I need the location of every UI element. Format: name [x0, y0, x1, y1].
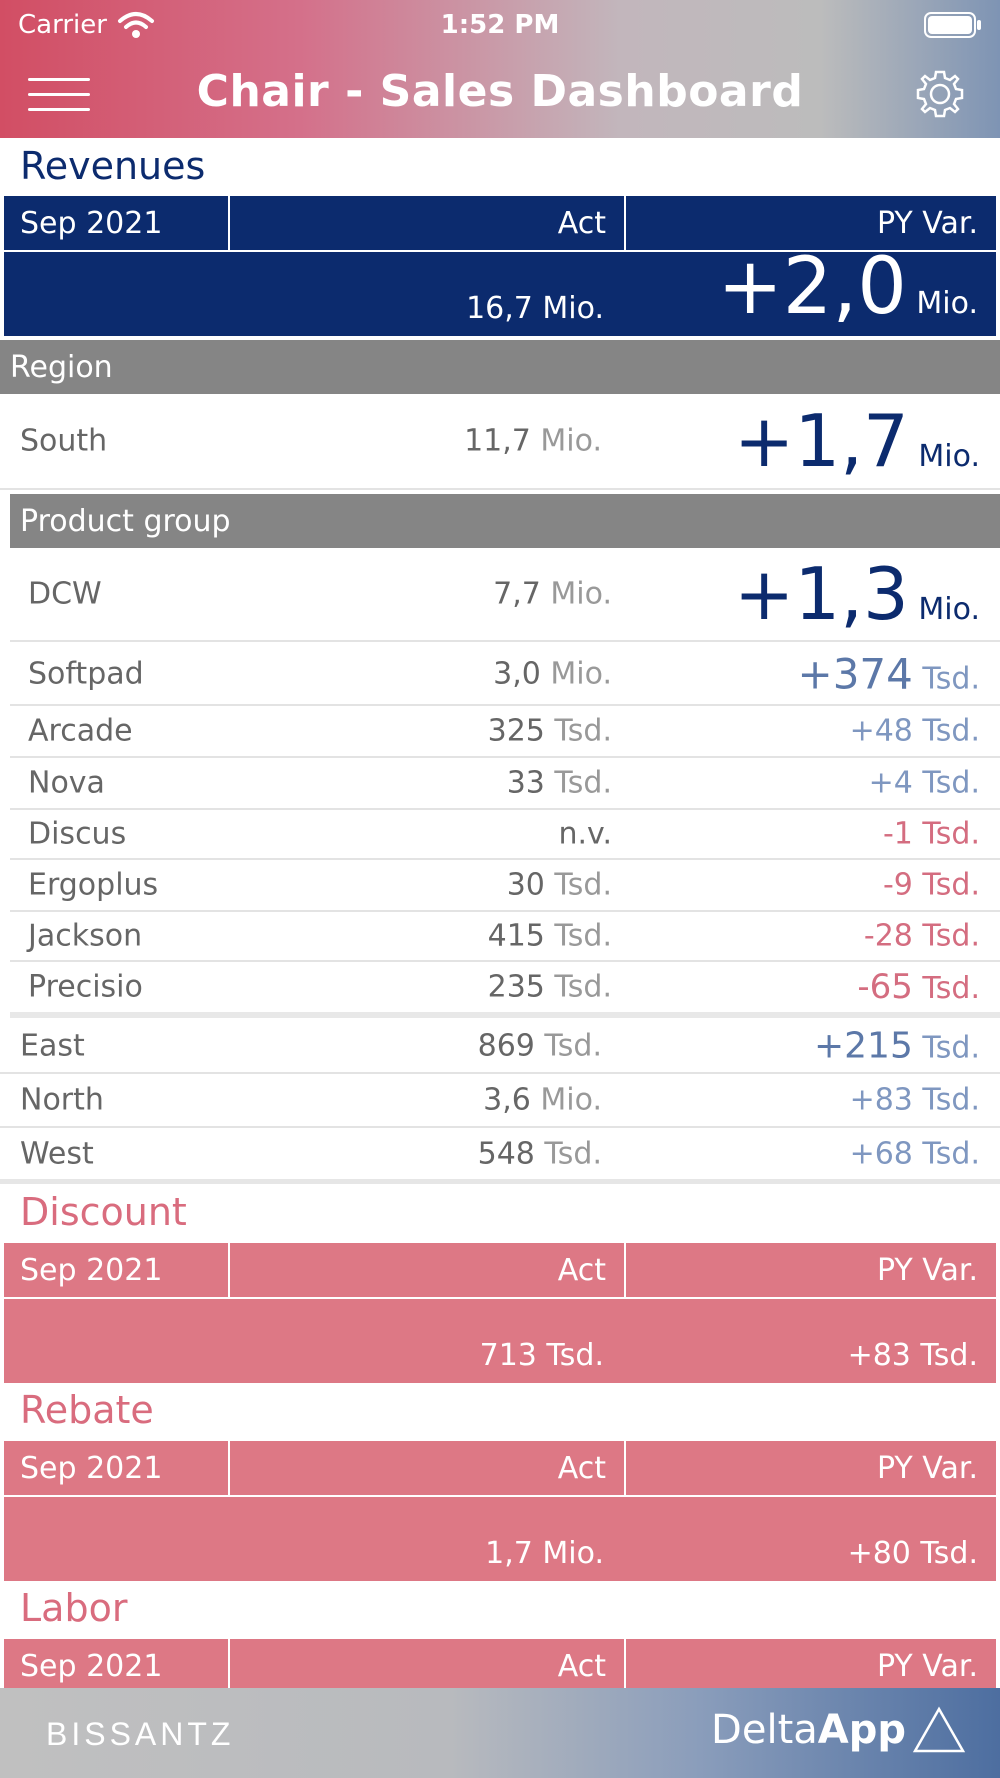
deltaapp-logo: Delta App	[711, 1706, 966, 1754]
delta-triangle-icon	[912, 1706, 966, 1753]
table-row-precisio[interactable]: Precisio 235 Tsd. -65 Tsd.	[10, 962, 1000, 1018]
wifi-icon	[117, 12, 154, 38]
nav-row: Chair - Sales Dashboard	[0, 58, 1000, 134]
table-row-south[interactable]: South 11,7 Mio. +1,7 Mio.	[0, 394, 1000, 490]
status-bar: Carrier 1:52 PM	[0, 0, 1000, 50]
rebate-header: Sep 2021 Act PY Var.	[4, 1441, 996, 1495]
bissantz-logo: BISSANTZ	[46, 1716, 235, 1752]
table-row-discus[interactable]: Discus n.v. -1 Tsd.	[10, 810, 1000, 860]
product-group-bar[interactable]: Product group	[10, 494, 1000, 548]
revenues-var-value: +2,0 Mio.	[717, 242, 978, 332]
revenues-values[interactable]: 16,7 Mio. +2,0 Mio.	[4, 248, 996, 336]
labor-title: Labor	[20, 1586, 128, 1630]
hamburger-icon[interactable]	[28, 78, 92, 112]
carrier-label: Carrier	[18, 10, 107, 40]
table-row-jackson[interactable]: Jackson 415 Tsd. -28 Tsd.	[10, 912, 1000, 962]
page-title: Chair - Sales Dashboard	[196, 66, 804, 117]
revenues-title: Revenues	[20, 144, 206, 188]
discount-title: Discount	[20, 1190, 187, 1234]
region-group-bar[interactable]: Region	[0, 340, 1000, 394]
clock: 1:52 PM	[440, 10, 560, 40]
table-row-north[interactable]: North 3,6 Mio. +83 Tsd.	[0, 1074, 1000, 1128]
rebate-values[interactable]: 1,7 Mio. +80 Tsd.	[4, 1497, 996, 1581]
table-row-ergoplus[interactable]: Ergoplus 30 Tsd. -9 Tsd.	[10, 860, 1000, 912]
table-row-softpad[interactable]: Softpad 3,0 Mio. +374 Tsd.	[10, 644, 1000, 706]
battery-icon	[924, 12, 981, 38]
labor-header: Sep 2021 Act PY Var.	[4, 1639, 996, 1693]
py-var-column[interactable]: PY Var.	[877, 205, 978, 241]
discount-header: Sep 2021 Act PY Var.	[4, 1243, 996, 1297]
act-column[interactable]: Act	[230, 196, 626, 250]
table-row-east[interactable]: East 869 Tsd. +215 Tsd.	[0, 1020, 1000, 1074]
table-row-nova[interactable]: Nova 33 Tsd. +4 Tsd.	[10, 758, 1000, 810]
table-row-west[interactable]: West 548 Tsd. +68 Tsd.	[0, 1128, 1000, 1184]
table-row-dcw[interactable]: DCW 7,7 Mio. +1,3 Mio.	[10, 548, 1000, 642]
rebate-title: Rebate	[20, 1388, 154, 1432]
revenues-act-value: 16,7 Mio.	[466, 291, 604, 326]
period-column[interactable]: Sep 2021	[4, 196, 230, 250]
gear-icon[interactable]	[914, 68, 966, 120]
top-bar: Carrier 1:52 PM Chair - Sales Dashboard	[0, 0, 1000, 138]
table-row-arcade[interactable]: Arcade 325 Tsd. +48 Tsd.	[10, 706, 1000, 758]
footer: BISSANTZ Delta App	[0, 1688, 1000, 1778]
revenues-header: Sep 2021 Act PY Var.	[4, 196, 996, 250]
discount-values[interactable]: 713 Tsd. +83 Tsd.	[4, 1299, 996, 1383]
carrier-indicator: Carrier	[18, 10, 155, 40]
